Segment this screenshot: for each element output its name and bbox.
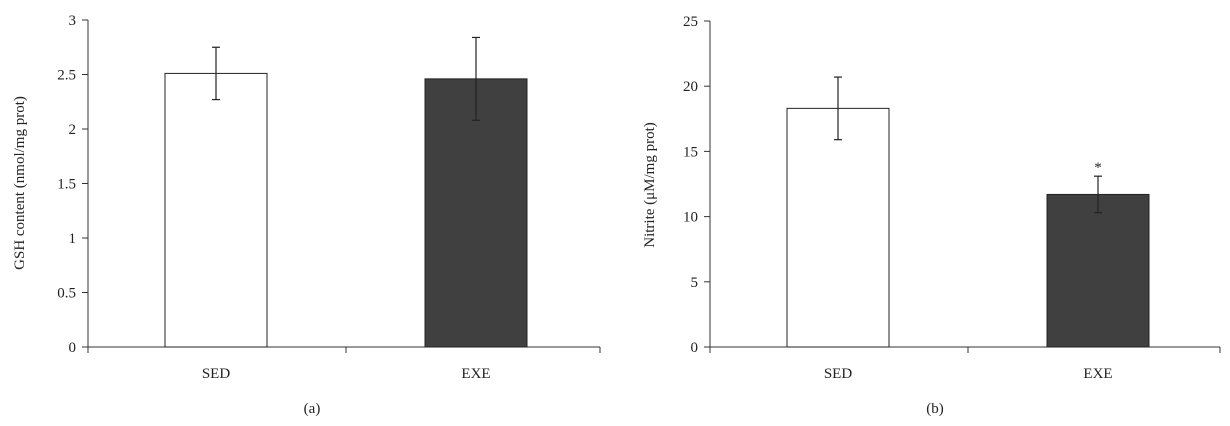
chart-a-bar-sed: [164, 72, 268, 348]
chart-b-significance-marker: *: [1094, 160, 1102, 176]
chart-a-y-tick-label: 2: [69, 122, 77, 138]
chart-panel-b: * 0 5 10 15 20 25 SED EXE Nitrite (μM/mg prot)…: [642, 14, 1221, 417]
chart-b-y-axis-label: Nitrite (μM/mg prot): [642, 122, 658, 248]
chart-a-y-tick-label: 0.5: [57, 286, 76, 302]
chart-b-y-ticks: 0 5 10 15 20 25: [683, 14, 710, 356]
chart-b-x-ticks: SED EXE: [824, 366, 1113, 382]
chart-a-x-tick-label: SED: [202, 366, 231, 382]
chart-b-bars: *: [786, 76, 1150, 348]
chart-a-y-tick-label: 2.5: [57, 68, 76, 84]
chart-b-y-tick-label: 5: [691, 275, 699, 291]
chart-b-y-tick-label: 20: [683, 79, 698, 95]
chart-a-y-ticks: 0 0.5 1 1.5 2 2.5 3: [57, 13, 88, 356]
chart-b-x-tick-label: EXE: [1083, 366, 1112, 382]
chart-a-caption: (a): [304, 401, 321, 417]
chart-b-x-tick-label: SED: [824, 366, 853, 382]
chart-a-y-tick-label: 1: [69, 231, 77, 247]
chart-b-y-tick-label: 25: [683, 14, 698, 30]
chart-a-y-tick-label: 0: [69, 340, 77, 356]
chart-a-bars: [164, 36, 528, 348]
chart-b-y-tick-label: 15: [683, 144, 698, 160]
chart-b-y-tick-label: 10: [683, 210, 698, 226]
chart-panel-a: 0 0.5 1 1.5 2 2.5 3 SED EXE GSH content (nmol/m…: [12, 13, 601, 417]
chart-b-y-tick-label: 0: [691, 340, 699, 356]
chart-a-y-tick-label: 1.5: [57, 177, 76, 193]
chart-a-x-tick-label: EXE: [461, 366, 490, 382]
chart-a-x-ticks: SED EXE: [202, 366, 491, 382]
chart-b-bar-sed: [786, 107, 890, 348]
chart-a-y-tick-label: 3: [69, 13, 77, 29]
chart-b-bar-exe: [1046, 193, 1150, 348]
chart-a-bar-exe: [424, 78, 528, 348]
chart-b-caption: (b): [926, 401, 944, 417]
chart-a-y-axis-label: GSH content (nmol/mg prot): [12, 96, 28, 270]
